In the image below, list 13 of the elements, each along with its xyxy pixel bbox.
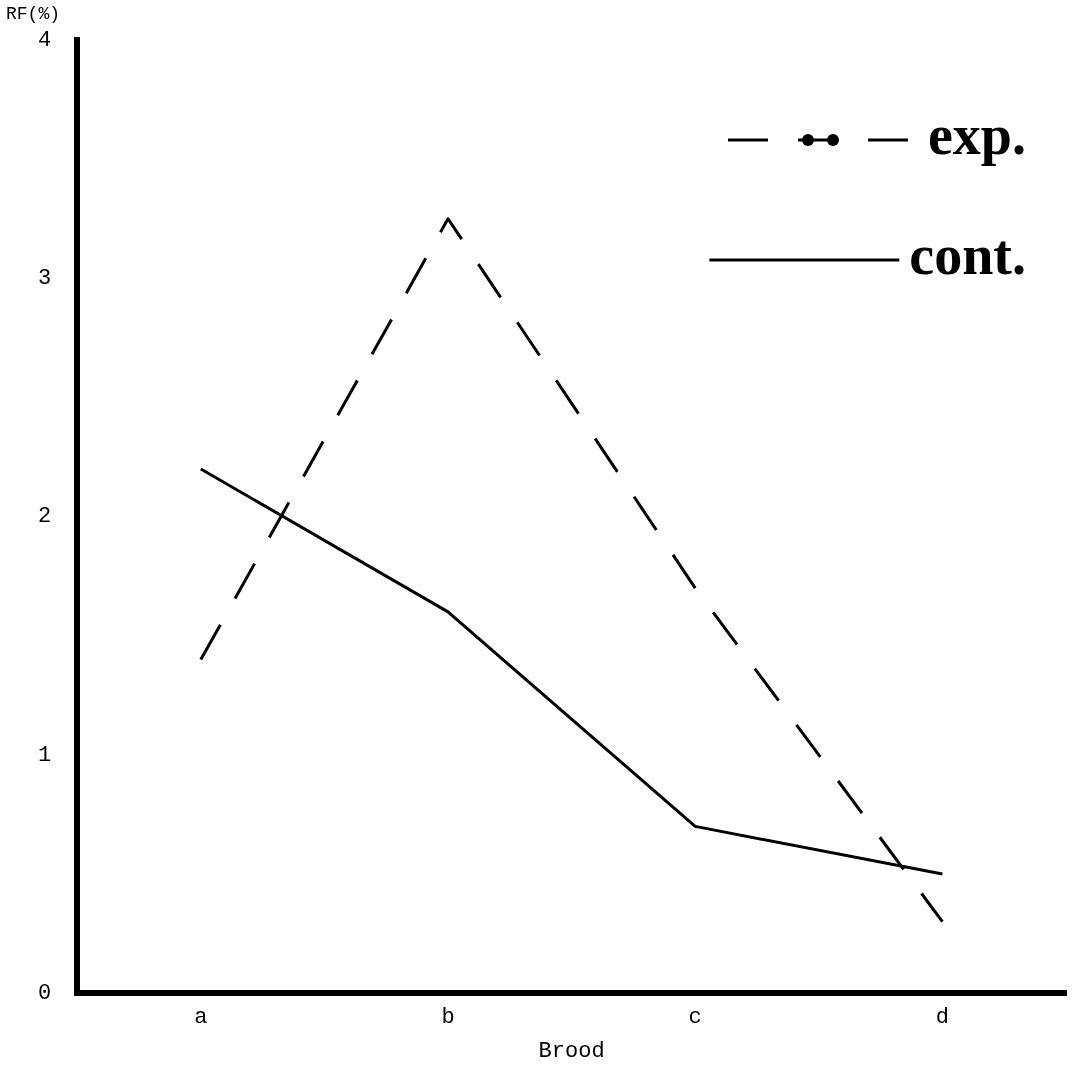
- y-tick-label: 3: [38, 266, 52, 292]
- y-axis-title: RF(%): [6, 4, 61, 24]
- x-tick-label: d: [935, 1005, 949, 1031]
- legend-label: cont.: [909, 224, 1027, 287]
- y-tick-label: 2: [38, 504, 52, 530]
- x-tick-label: b: [441, 1005, 455, 1031]
- y-tick-label: 0: [38, 981, 52, 1007]
- x-axis-title: Brood: [538, 1038, 605, 1064]
- x-tick-label: a: [194, 1005, 208, 1031]
- y-tick-label: 1: [38, 742, 52, 768]
- legend-label: exp.: [928, 104, 1026, 167]
- y-tick-label: 4: [38, 27, 52, 53]
- x-tick-label: c: [688, 1005, 702, 1031]
